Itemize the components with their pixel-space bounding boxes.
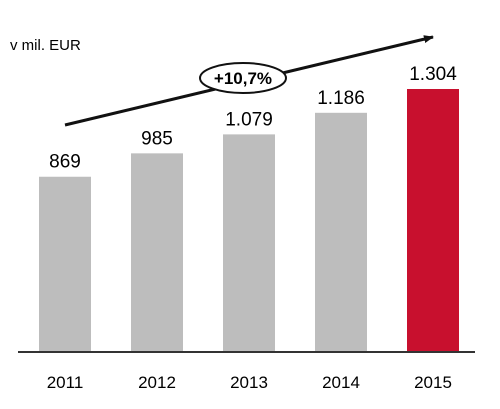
- value-labels-group: 869 985 1.079 1.186 1.304: [49, 64, 457, 173]
- growth-callout: +10,7%: [199, 62, 287, 94]
- x-tick-2013: 2013: [230, 373, 268, 392]
- x-tick-2014: 2014: [322, 373, 360, 392]
- bar-2013: [223, 134, 275, 352]
- x-tick-2015: 2015: [414, 373, 452, 392]
- growth-label: +10,7%: [214, 69, 272, 88]
- bar-2012: [131, 153, 183, 352]
- value-label-2012: 985: [141, 128, 173, 149]
- growth-ellipse: [199, 62, 287, 94]
- value-label-2011: 869: [49, 152, 81, 173]
- value-label-2013: 1.079: [225, 109, 273, 130]
- unit-label: v mil. EUR: [10, 37, 81, 54]
- bar-2014: [315, 112, 367, 353]
- x-tick-labels-group: 2011 2012 2013 2014 2015: [47, 373, 452, 392]
- x-tick-2011: 2011: [47, 373, 84, 392]
- value-label-2014: 1.186: [317, 88, 365, 109]
- value-label-2015: 1.304: [409, 64, 457, 85]
- bars-group: [39, 89, 459, 353]
- bar-2011: [39, 176, 91, 352]
- x-tick-2012: 2012: [138, 373, 176, 392]
- bar-2015: [407, 89, 459, 352]
